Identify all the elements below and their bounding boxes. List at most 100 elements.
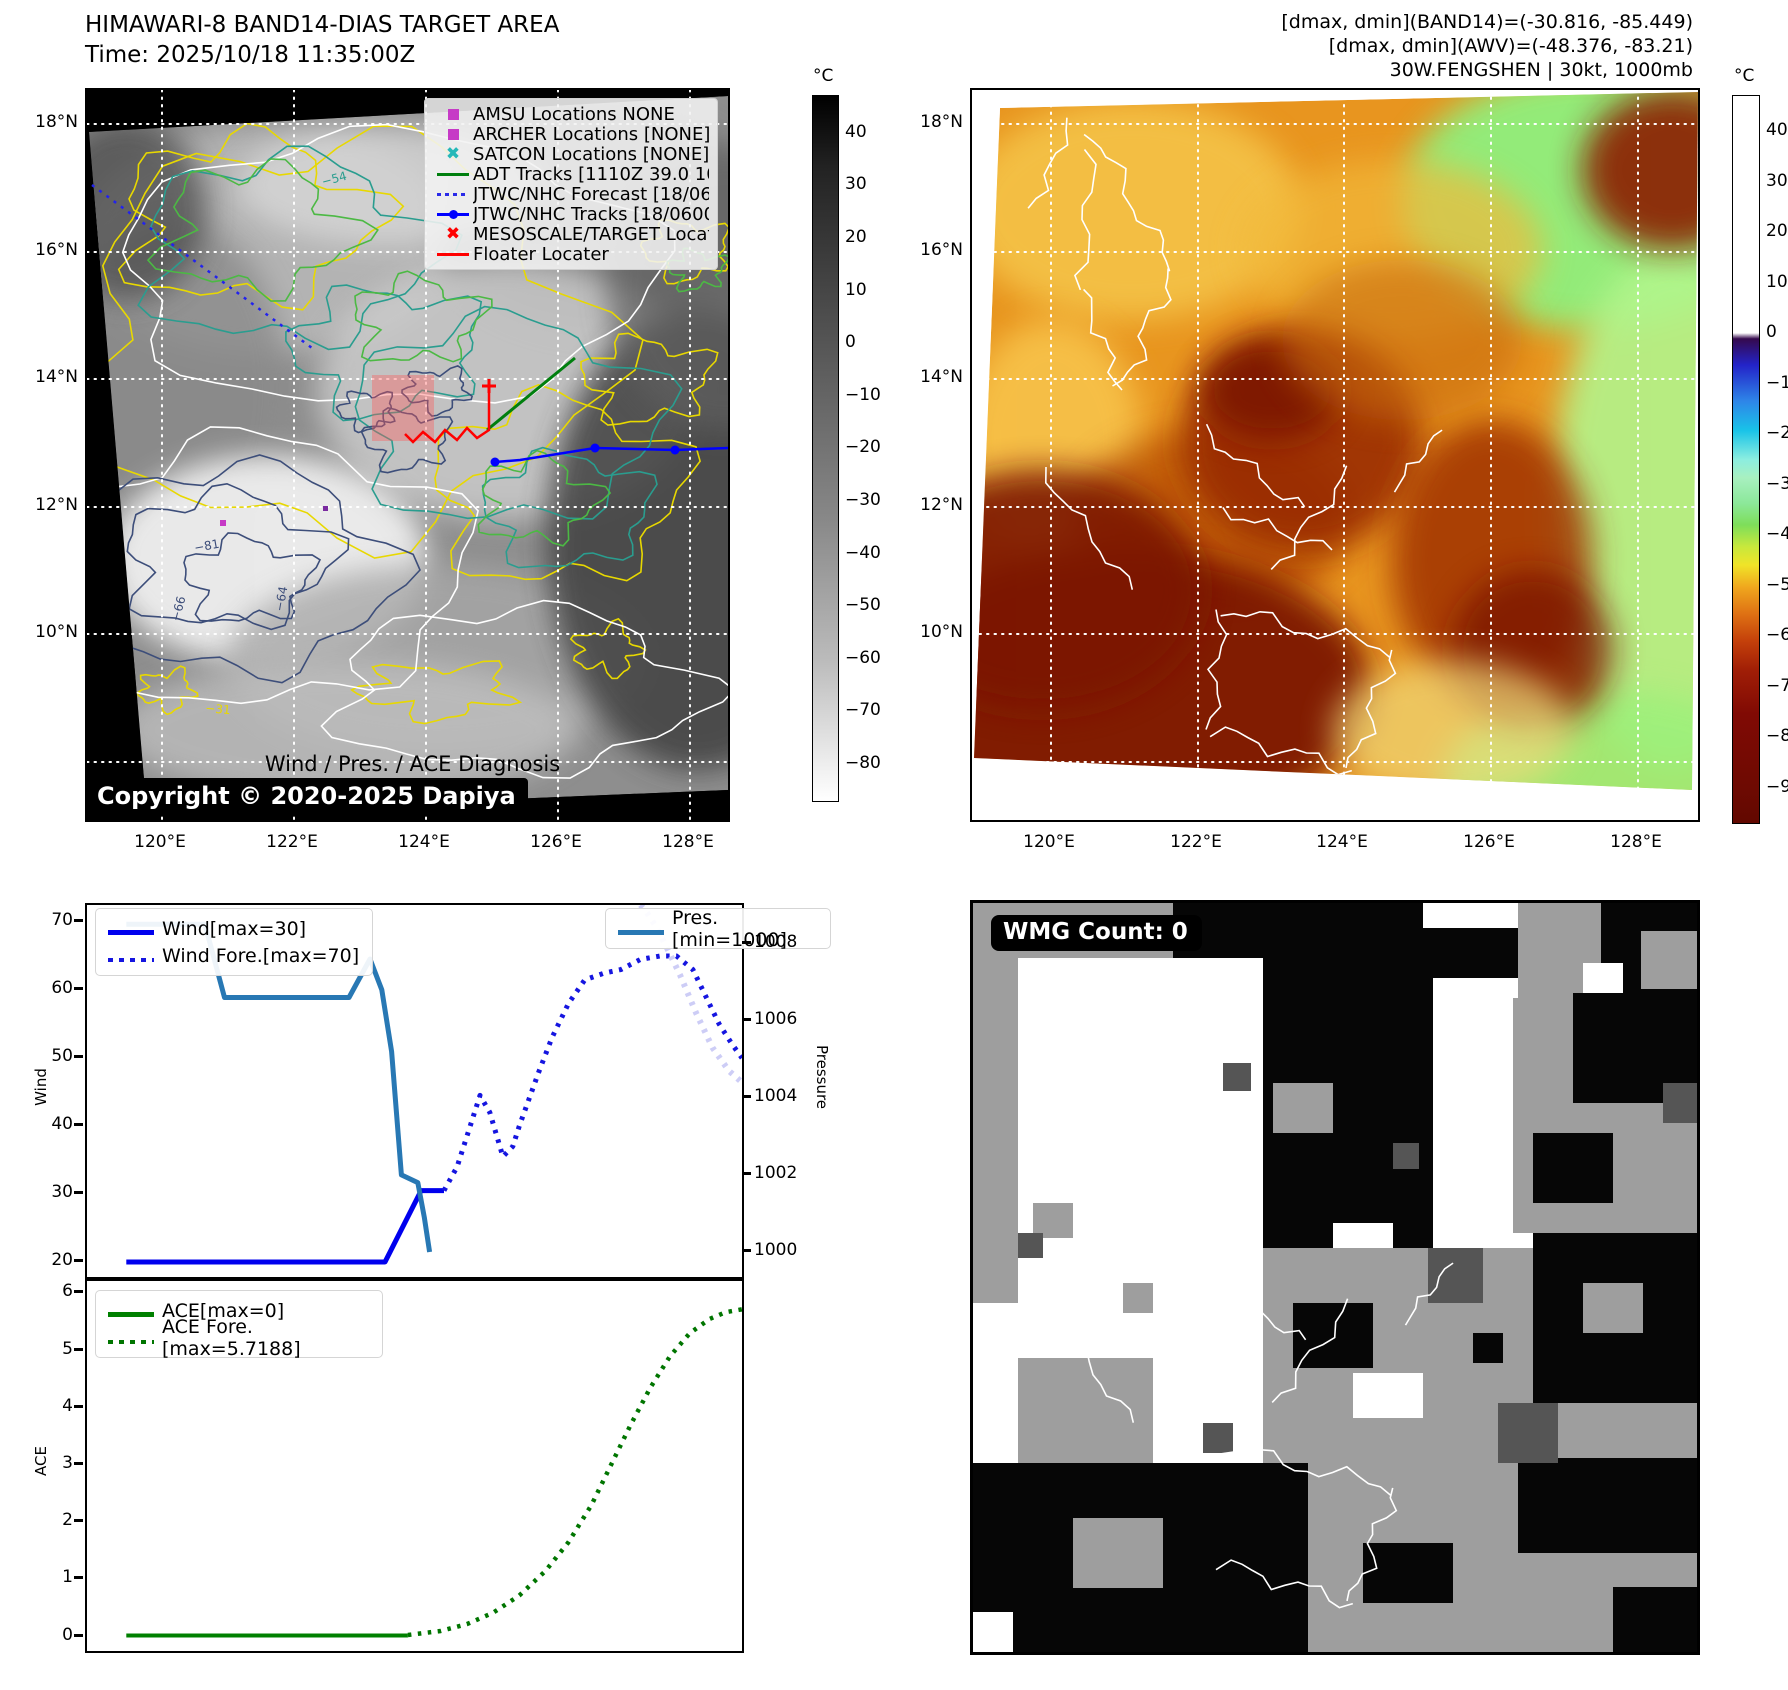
band14-lat-tick: 12°N [35,495,78,515]
dotted-legend-icon [433,192,473,196]
band14-lat-tick: 14°N [35,367,78,387]
band14-colorbar-unit: °C [813,66,834,86]
chart-tickmark [742,1094,751,1098]
chart-ytick-left: 0 [62,1624,73,1645]
awv-colorbar-tick: −40 [1766,524,1788,545]
band14-legend-label: Floater Locater [473,243,609,265]
chart-tickmark [74,1633,83,1637]
square-legend-icon [433,108,473,120]
band14-satellite-map: −81 −64 −66 −31 −54 AMSU Locations NONE ARCHE… [85,88,730,822]
ace-chart [85,1277,744,1653]
band14-lon-tick: 122°E [266,832,318,852]
band14-colorbar-tick: −80 [845,753,881,774]
band14-legend-label: MESOSCALE/TARGET Location [473,223,709,245]
chart-legend-label: Pres.[min=1000] [672,906,787,951]
band14-map-legend: AMSU Locations NONE ARCHER Locations [NON… [424,98,718,270]
band14-colorbar-tick: −50 [845,595,881,616]
contour-label: −64 [272,585,290,612]
ace-legend: ACE[max=0] ACE Fore.[max=5.7188] [95,1290,383,1360]
wind-axis-label: Wind [31,1068,50,1106]
band14-legend-label: ADT Tracks [1110Z 39.0 1000.4] [473,163,709,185]
band14-colorbar-tick: 0 [845,332,856,353]
chart-legend-row: ACE[max=0] [108,1297,370,1324]
awv-lon-tick: 122°E [1170,832,1222,852]
chart-legend-label: ACE Fore.[max=5.7188] [162,1315,301,1360]
awv-colorbar-tick: 40 [1766,120,1788,141]
awv-colorbar-tick: −20 [1766,423,1788,444]
band14-legend-row: JTWC/NHC Forecast [18/0600Z] [433,183,709,205]
chart-ytick-left: 5 [62,1338,73,1359]
awv-colorbar-unit: °C [1734,66,1755,86]
awv-colorbar-tick: −50 [1766,574,1788,595]
line-legend-icon [433,252,473,256]
band14-title: HIMAWARI-8 BAND14-DIAS TARGET AREA [85,12,560,38]
band14-legend-row: Floater Locater [433,243,709,265]
solid-line-legend-icon [108,1300,154,1322]
pressure-axis-label: Pressure [813,1044,832,1110]
contour-label: −54 [320,169,348,189]
chart-tickmark [742,1017,751,1021]
chart-ytick-left: 70 [51,910,73,930]
wmg-map: WMG Count: 0 [970,900,1700,1655]
line-dot-legend-icon [433,209,473,219]
awv-lon-tick: 124°E [1316,832,1368,852]
chart-ytick-right: 1008 [754,931,798,952]
awv-lon-tick: 128°E [1610,832,1662,852]
chart-legend-row: Wind[max=30] [108,915,360,942]
chart-tickmark [74,1576,83,1580]
chart-tickmark [74,1519,83,1523]
awv-colorbar-tick: 20 [1766,221,1788,242]
chart-tickmark [742,1249,751,1252]
band14-colorbar-tick: −70 [845,700,881,721]
band14-colorbar-tick: −10 [845,384,881,405]
line-legend-icon [433,172,473,176]
wmg-count-badge: WMG Count: 0 [991,915,1202,951]
chart-tickmark [742,1171,751,1175]
band14-colorbar-tick: 40 [845,121,867,142]
solid-line-legend-icon [108,918,154,940]
chart-ytick-left: 6 [62,1281,73,1302]
band14-time-label: Time: 2025/10/18 11:35:00Z [85,42,416,68]
band14-lon-tick: 128°E [662,832,714,852]
band14-lon-tick: 124°E [398,832,450,852]
awv-lon-tick: 120°E [1023,832,1075,852]
awv-colorbar-tick: −80 [1766,726,1788,747]
awv-lat-tick: 18°N [920,112,963,132]
band14-colorbar [812,95,839,802]
chart-tickmark [74,1347,83,1351]
band14-colorbar-tick: −30 [845,490,881,511]
chart-ytick-right: 1002 [754,1162,798,1183]
band14-legend-row: ✖ MESOSCALE/TARGET Location [433,223,709,245]
chart-ytick-left: 60 [51,978,73,998]
chart-ytick-left: 1 [62,1567,73,1588]
band14-lat-tick: 18°N [35,112,78,132]
band14-lat-tick: 10°N [35,622,78,642]
band14-legend-label: AMSU Locations NONE [473,103,675,125]
chart-tickmark [74,1191,83,1194]
band14-legend-label: JTWC/NHC Tracks [18/0600Z] [473,203,709,225]
chart-ytick-right: 1004 [754,1085,798,1106]
awv-lat-tick: 14°N [920,367,963,387]
copyright-label: Copyright © 2020-2025 Dapiya [89,778,528,816]
chart-tickmark [74,987,83,990]
chart-ytick-right: 1000 [754,1240,798,1260]
contour-label: −81 [193,537,220,555]
awv-lat-tick: 10°N [920,622,963,642]
pressure-legend: Pres.[min=1000] [605,906,831,951]
band14-lon-tick: 126°E [530,832,582,852]
awv-colorbar-tick: −90 [1766,776,1788,797]
awv-colorbar-tick: −10 [1766,372,1788,393]
chart-tickmark [74,1404,83,1408]
dotted-line-legend-icon [108,1327,154,1349]
x-legend-icon: ✖ [445,223,461,244]
awv-header: [dmax, dmin](BAND14)=(-30.816, -85.449) … [1281,10,1693,82]
chart-ytick-left: 40 [51,1114,73,1134]
chart-ytick-left: 2 [62,1510,73,1531]
band14-legend-row: ✖ SATCON Locations [NONE] [433,144,709,165]
contour-label: −66 [168,595,188,623]
Wind Fore.[max=70]-line [441,953,742,1192]
band14-colorbar-tick: −40 [845,542,881,563]
chart-tickmark [74,1055,83,1058]
band14-legend-label: JTWC/NHC Forecast [18/0600Z] [473,183,709,205]
